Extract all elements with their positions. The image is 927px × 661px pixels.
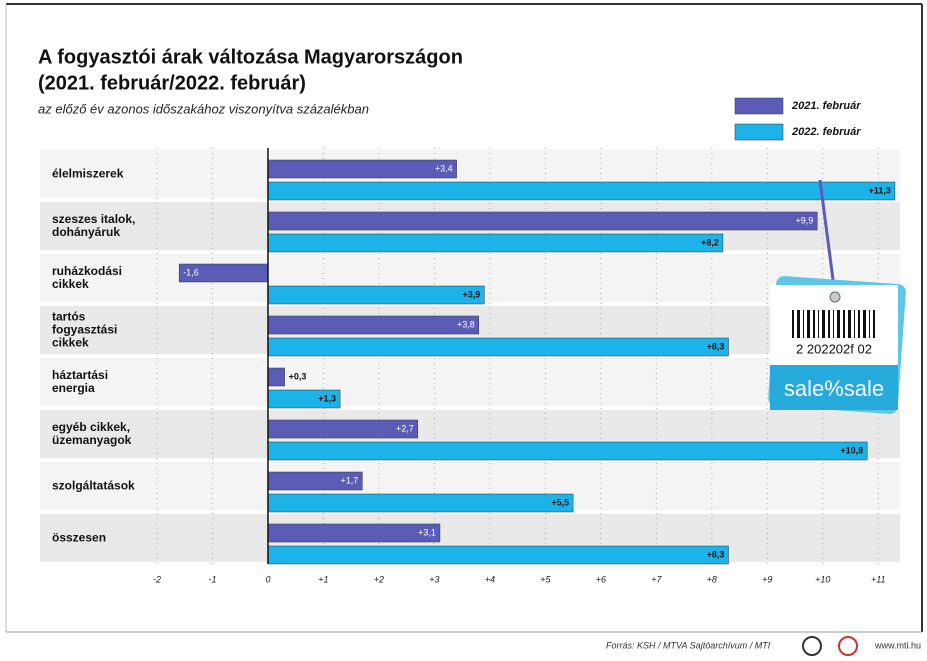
category-label: szolgáltatások <box>52 478 135 493</box>
bar <box>267 233 724 253</box>
legend-label: 2021. február <box>791 100 861 112</box>
chart-title: A fogyasztói árak változása Magyarország… <box>38 46 463 68</box>
category-label: háztartási energia <box>52 368 109 395</box>
x-tick-label: +4 <box>485 574 495 584</box>
bar <box>267 211 818 231</box>
category-label: szeszes italok, dohányáruk <box>52 212 136 239</box>
bar <box>267 545 729 565</box>
bar <box>267 523 441 543</box>
legend-label: 2022. február <box>791 126 861 138</box>
x-tick-label: +5 <box>540 574 551 584</box>
x-tick-label: -1 <box>208 574 216 584</box>
price-tag: 2 202202f 02 sale%sale <box>768 179 906 414</box>
category-label: egyéb cikkek, üzemanyagok <box>52 420 132 447</box>
value-label: +2,7 <box>396 423 414 433</box>
value-label: +3,1 <box>418 527 436 537</box>
tag-barcode: 2 202202f 02 <box>796 341 872 356</box>
value-label: +3,9 <box>463 289 481 299</box>
value-label: +3,4 <box>435 163 453 173</box>
x-tick-label: +2 <box>374 574 384 584</box>
bar <box>267 367 285 387</box>
value-label: +8,2 <box>701 237 719 247</box>
bar <box>267 493 574 513</box>
legend-swatch <box>734 97 784 115</box>
legend-swatch <box>734 123 784 141</box>
value-label: +8,3 <box>707 549 725 559</box>
x-tick-label: +9 <box>762 574 772 584</box>
chart-title: (2021. február/2022. február) <box>38 72 306 94</box>
bar <box>267 441 868 461</box>
row-band <box>40 358 900 406</box>
bar <box>267 181 896 201</box>
category-label: élelmiszerek <box>52 166 124 181</box>
value-label: +0,3 <box>289 371 307 381</box>
x-tick-label: 0 <box>265 574 270 584</box>
x-tick-label: +10 <box>815 574 830 584</box>
logos <box>802 636 858 656</box>
bar <box>267 159 457 179</box>
chart-subtitle: az előző év azonos időszakához viszonyít… <box>38 101 369 116</box>
value-label: +8,3 <box>707 341 725 351</box>
value-label: -1,6 <box>183 267 199 277</box>
value-label: +1,3 <box>318 393 336 403</box>
x-tick-label: +6 <box>596 574 606 584</box>
x-tick-label: +1 <box>318 574 328 584</box>
value-label: +11,3 <box>869 185 891 195</box>
x-tick-label: +11 <box>871 574 886 584</box>
value-label: +3,8 <box>457 319 475 329</box>
website: www.mti.hu <box>874 640 921 650</box>
value-label: +10,8 <box>840 445 863 455</box>
x-tick-label: +8 <box>707 574 717 584</box>
x-tick-label: +7 <box>651 574 662 584</box>
x-tick-label: +3 <box>429 574 439 584</box>
bar <box>267 337 729 357</box>
tag-label: sale%sale <box>784 376 884 401</box>
category-label: összesen <box>52 530 107 545</box>
x-tick-label: -2 <box>153 574 161 584</box>
value-label: +5,5 <box>551 497 569 507</box>
category-label: tartós fogyasztási cikkek <box>52 309 118 350</box>
value-label: +9,9 <box>795 215 813 225</box>
source: Forrás: KSH / MTVA Sajtóarchívum / MTI <box>606 640 771 650</box>
category-label: ruházkodási cikkek <box>52 264 123 291</box>
bar <box>267 315 480 335</box>
bar <box>267 285 485 305</box>
value-label: +1,7 <box>341 475 359 485</box>
